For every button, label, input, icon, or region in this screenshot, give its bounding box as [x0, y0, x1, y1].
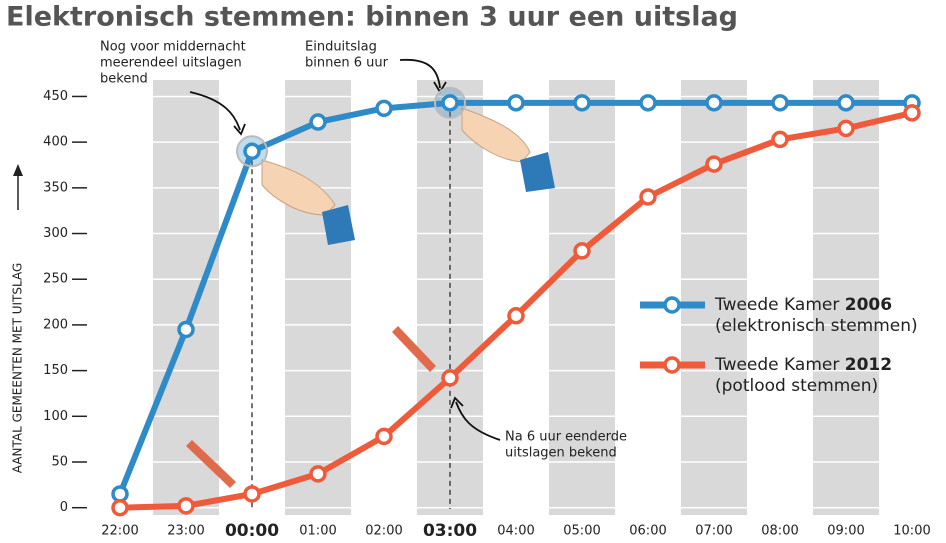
x-tick-label: 00:00 [225, 521, 279, 541]
point [311, 115, 325, 129]
column-stripe [285, 80, 351, 515]
x-tick-label: 06:00 [629, 524, 666, 539]
x-tick-label: 23:00 [167, 524, 204, 539]
point [179, 322, 193, 336]
point [311, 467, 325, 481]
point [707, 157, 721, 171]
y-tick-label: 200 [43, 317, 68, 332]
point [707, 96, 721, 110]
legend-marker [665, 298, 679, 312]
x-tick-label: 08:00 [761, 524, 798, 539]
y-axis-arrow [13, 164, 23, 210]
x-tick-label: 01:00 [299, 524, 336, 539]
legend-marker [665, 358, 679, 372]
annotation: meerendeel uitslagen [100, 56, 242, 71]
point [113, 487, 127, 501]
x-tick-label: 04:00 [497, 524, 534, 539]
y-axis-label: AANTAL GEMEENTEN MET UITSLAG [11, 263, 25, 474]
y-tick-label: 400 [43, 135, 68, 150]
legend-note: (potlood stemmen) [715, 376, 878, 396]
x-tick-label: 10:00 [893, 524, 930, 539]
chart-title: Elektronisch stemmen: binnen 3 uur een u… [6, 2, 738, 33]
point [443, 96, 457, 110]
annotation: binnen 6 uur [305, 56, 389, 71]
point [245, 487, 259, 501]
point [377, 101, 391, 115]
y-tick-label: 0 [60, 500, 68, 515]
point [575, 96, 589, 110]
x-tick-label: 09:00 [827, 524, 864, 539]
y-tick-label: 150 [43, 363, 68, 378]
x-tick-label: 07:00 [695, 524, 732, 539]
point [179, 499, 193, 513]
y-tick-label: 250 [43, 272, 68, 287]
column-stripe [153, 80, 219, 515]
point [839, 121, 853, 135]
x-tick-label: 03:00 [423, 521, 477, 541]
annotation: bekend [100, 72, 148, 87]
y-tick-label: 300 [43, 226, 68, 241]
point [575, 244, 589, 258]
x-tick-label: 22:00 [101, 524, 138, 539]
point [773, 132, 787, 146]
annotation: uitslagen bekend [505, 446, 617, 461]
x-tick-label: 02:00 [365, 524, 402, 539]
point [641, 190, 655, 204]
point [773, 96, 787, 110]
y-tick-label: 450 [43, 89, 68, 104]
annotation: Einduitslag [305, 40, 377, 55]
point [641, 96, 655, 110]
point [905, 106, 919, 120]
legend-label: Tweede Kamer 2006 [714, 295, 892, 315]
chart: 0 50 100 150 200 250 300 350 400 450 22:00 23:00 00:… [0, 0, 946, 543]
legend-label: Tweede Kamer 2012 [714, 355, 892, 375]
y-tick-label: 350 [43, 180, 68, 195]
x-tick-label: 05:00 [563, 524, 600, 539]
point [509, 96, 523, 110]
y-tick-label: 50 [51, 454, 68, 469]
annotation: Na 6 uur eenderde [505, 430, 627, 445]
point [377, 429, 391, 443]
point [839, 96, 853, 110]
point [509, 309, 523, 323]
point [245, 144, 259, 158]
legend-note: (elektronisch stemmen) [715, 316, 918, 336]
y-tick-label: 100 [43, 409, 68, 424]
point [443, 371, 457, 385]
point [113, 501, 127, 515]
annotation: Nog voor middernacht [100, 40, 246, 55]
